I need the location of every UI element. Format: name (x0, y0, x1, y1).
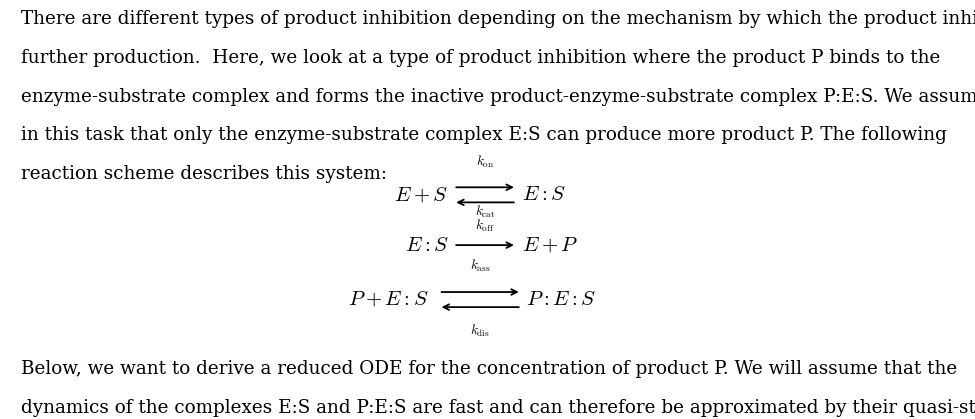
Text: further production.  Here, we look at a type of product inhibition where the pro: further production. Here, we look at a t… (21, 49, 941, 67)
Text: $P{:}E{:}S$: $P{:}E{:}S$ (526, 290, 597, 309)
Text: $E + P$: $E + P$ (522, 235, 578, 255)
Text: $P + E{:}S$: $P + E{:}S$ (348, 290, 429, 309)
Text: $k_{\mathrm{on}}$: $k_{\mathrm{on}}$ (476, 153, 494, 170)
Text: $k_{\mathrm{off}}$: $k_{\mathrm{off}}$ (475, 218, 495, 234)
Text: in this task that only the enzyme-substrate complex E:S can produce more product: in this task that only the enzyme-substr… (21, 126, 948, 144)
Text: $E{:}S$: $E{:}S$ (522, 185, 565, 204)
Text: $k_{\mathrm{dis}}$: $k_{\mathrm{dis}}$ (470, 323, 490, 339)
Text: $E{:}S$: $E{:}S$ (405, 235, 449, 255)
Text: $k_{\mathrm{ass}}$: $k_{\mathrm{ass}}$ (470, 258, 490, 274)
Text: $E + S$: $E + S$ (394, 185, 448, 204)
Text: Below, we want to derive a reduced ODE for the concentration of product P. We wi: Below, we want to derive a reduced ODE f… (21, 360, 957, 378)
Text: $k_{\mathrm{cat}}$: $k_{\mathrm{cat}}$ (475, 204, 495, 220)
Text: There are different types of product inhibition depending on the mechanism by wh: There are different types of product inh… (21, 10, 975, 28)
Text: enzyme-substrate complex and forms the inactive product-enzyme-substrate complex: enzyme-substrate complex and forms the i… (21, 88, 975, 106)
Text: dynamics of the complexes E:S and P:E:S are fast and can therefore be approximat: dynamics of the complexes E:S and P:E:S … (21, 399, 975, 417)
Text: reaction scheme describes this system:: reaction scheme describes this system: (21, 165, 387, 183)
